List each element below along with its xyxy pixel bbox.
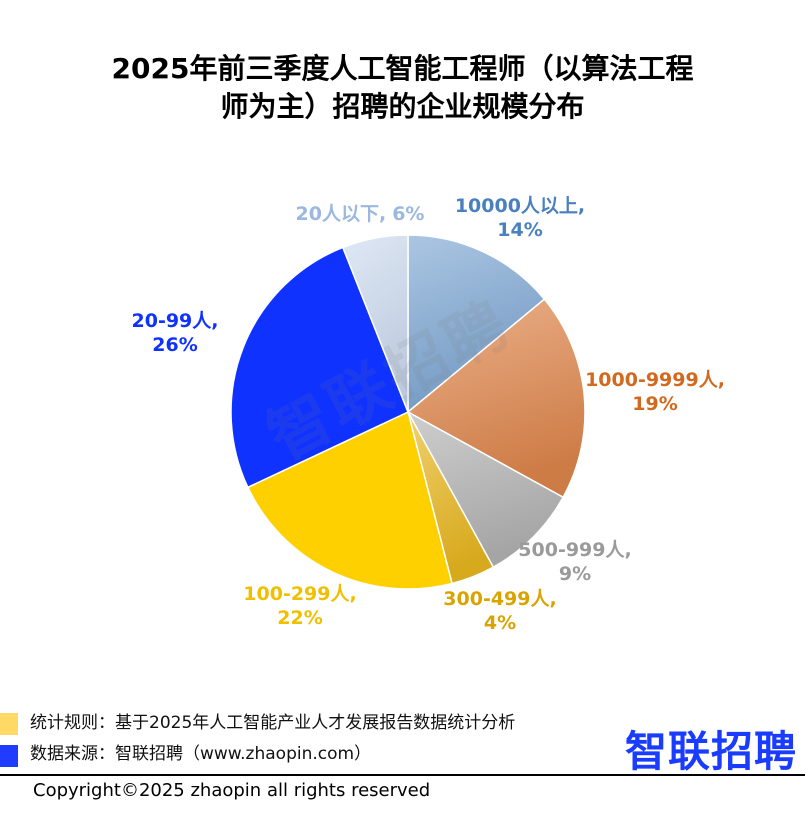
slice-label-value: 22% [277,607,323,629]
rule-marker [0,713,18,735]
slice-label-value: 26% [152,334,198,356]
slice-label-3: 300-499人, 4% [443,587,556,635]
copyright: Copyright©2025 zhaopin all rights reserv… [33,780,431,801]
slice-label-value: 6% [392,203,425,225]
chart-title: 2025年前三季度人工智能工程师（以算法工程 师为主）招聘的企业规模分布 [0,50,805,126]
slice-label-0: 10000人以上, 14% [455,194,585,242]
source-marker [0,745,18,767]
slice-label-value: 4% [483,612,517,634]
pie-slice-4 [246,410,453,590]
slice-label-name: 500-999人, [518,539,632,561]
slice-label-5: 20-99人, 26% [132,309,219,357]
source-note: 数据来源：智联招聘（www.zhaopin.com） [30,744,372,764]
slice-label-value: 19% [632,393,678,415]
slice-label-value: 14% [497,219,543,241]
slice-label-2: 500-999人, 9% [518,538,631,586]
slice-label-name: 10000人以上, [454,195,586,217]
pie-slice-6 [341,234,409,413]
zhaopin-logo: 智联招聘 [624,727,797,776]
pie-slice-1 [406,298,586,499]
slice-label-6: 20人以下, 6% [296,202,425,226]
pie-slice-2 [406,410,565,569]
slice-label-name: 1000-9999人, [585,369,725,391]
slice-label-name: 300-499人, [443,588,557,610]
title-line-1: 2025年前三季度人工智能工程师（以算法工程 [111,52,694,85]
rule-note: 统计规则：基于2025年人工智能产业人才发展报告数据统计分析 [30,713,516,733]
slice-label-name: 100-299人, [243,583,357,605]
slice-label-1: 1000-9999人, 19% [585,368,725,416]
pie-slice-0 [407,234,546,414]
slice-label-name: 20人以下, [295,203,387,225]
pie-slice-5 [230,246,409,489]
title-line-2: 师为主）招聘的企业规模分布 [220,90,585,123]
slice-label-value: 9% [558,563,592,585]
divider [0,774,805,776]
slice-label-4: 100-299人, 22% [243,582,356,630]
slice-label-name: 20-99人, [131,310,219,332]
